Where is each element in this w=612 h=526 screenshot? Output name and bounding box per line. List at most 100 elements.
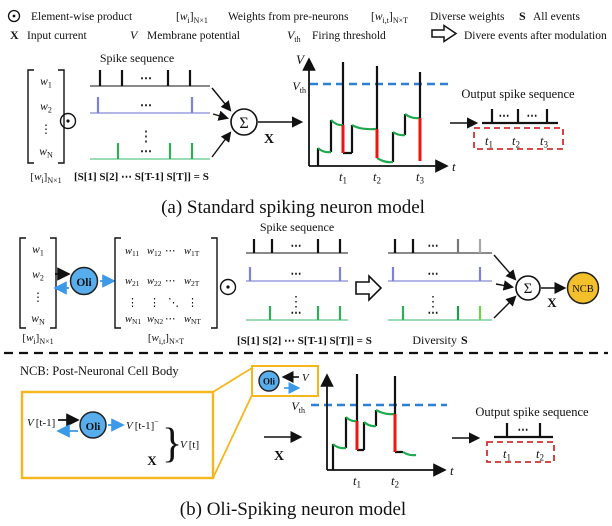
vector-entry: w1 [40, 76, 52, 90]
diversity-label: Diversity S [412, 333, 468, 347]
summation-node-b: Σ [515, 275, 541, 301]
element-wise-product-icon-a [59, 112, 77, 130]
matrix-cell: wNT [184, 314, 201, 326]
v-label-inset: V [302, 372, 310, 384]
ncb-label: NCB [572, 284, 594, 295]
vth-label-b: Vth [291, 399, 305, 415]
oli-inset-contents: Oli V [258, 370, 310, 394]
t1-label-a: t1 [339, 170, 347, 186]
v-prev-minus-label: V [t-1]− [126, 417, 159, 432]
t-axis-label-a: t [452, 159, 456, 174]
v-prev-label: V [t-1] [27, 417, 55, 429]
zoom-line-top [212, 367, 253, 393]
brace: } [162, 421, 182, 467]
oli-label: Oli [86, 421, 101, 433]
caption-b: (b) Oli-Spiking neuron model [180, 499, 406, 520]
vector-entry: w1 [32, 244, 44, 258]
vertical-dots-b: ⋮ [289, 295, 303, 310]
dots: ⋯ [291, 268, 302, 280]
output-times-box-b [486, 441, 555, 463]
dots: ⋯ [428, 307, 439, 319]
dots: ⋯ [140, 71, 152, 85]
legend-label-diverse: Diverse weights [430, 11, 505, 23]
matrix-cell: wN1 [125, 314, 141, 326]
t2-out-b: t2 [536, 447, 544, 463]
oli-label: Oli [76, 277, 92, 289]
t-axis-label-b: t [450, 463, 454, 478]
matrix-cell: w1T [184, 246, 200, 258]
x-symbol-legend: X [10, 28, 19, 42]
membrane-plot-a: V t Vth t1 t2 t3 [292, 52, 456, 186]
arrows-to-sum-b [493, 254, 517, 319]
panel-b-top: w1 w2 ⋮ wN [wi]N×1 Oli w11 w12 ⋯ w1T w21… [19, 220, 600, 347]
matrix-cell: w11 [125, 246, 139, 258]
matrix-cell: w12 [147, 246, 162, 258]
x-label-b-top: X [547, 295, 557, 310]
vector-entry: wN [31, 313, 45, 327]
x-label-a: X [264, 132, 274, 147]
legend-label-divere: Divere events after modulation [464, 30, 607, 42]
ncb-note: NCB: Post-Neuronal Cell Body [20, 364, 179, 378]
oli-label: Oli [263, 377, 276, 387]
caption-a: (a) Standard spiking neuron model [161, 197, 425, 218]
matrix-cell-dots: ⋮ [127, 297, 138, 309]
dots: ⋯ [140, 144, 152, 158]
element-wise-product-icon-b [219, 278, 237, 296]
dots: ⋯ [518, 424, 529, 436]
spike-formula-a: [S[1] S[2] ⋯ S[T-1] S[T]] = S [74, 171, 209, 183]
dots: ⋯ [140, 98, 152, 112]
membrane-trace-black-b [331, 374, 403, 470]
diversity-train-row1: ⋯ [388, 239, 492, 254]
oli-node-inset [258, 370, 280, 392]
spike-sequence-label-b: Spike sequence [260, 220, 334, 234]
matrix-cell: wN2 [147, 314, 163, 326]
modulation-arrow-icon [355, 274, 383, 302]
dots: ⋯ [428, 240, 439, 252]
vector-label-a: [wi]N×1 [30, 171, 61, 185]
dots: ⋯ [527, 110, 538, 122]
panel-a: w1 w2 ⋮ wN [wi]N×1 Spike sequence ⋯ ⋯ ⋮ … [27, 51, 575, 218]
matrix-label-b: [wi,t]N×T [148, 332, 184, 346]
vector-entry-dots: ⋮ [32, 290, 44, 304]
oli-inset-box [251, 365, 319, 397]
matrix-cell-dots: ⋯ [165, 246, 176, 257]
diversity-train-row3: ⋯ [388, 306, 492, 321]
vector-entry-dots: ⋮ [40, 122, 52, 136]
t2-label-b: t2 [391, 474, 399, 490]
dots: ⋯ [428, 268, 439, 280]
ncb-detail-box [20, 390, 215, 480]
t3-out-a: t3 [540, 134, 548, 150]
spike-train-a-row1: ⋯ [90, 70, 210, 87]
vth-symbol-legend: Vth [287, 28, 301, 44]
panel-b-bottom: NCB: Post-Neuronal Cell Body V [t-1] Oli … [20, 364, 589, 520]
weight-matrix-b: w11 w12 ⋯ w1T w21 w22 ⋯ w2T ⋮ ⋮ ⋱ ⋮ wN1 … [114, 237, 218, 329]
vector-entry: w2 [32, 269, 44, 283]
legend-label-input: Input current [27, 30, 88, 42]
spike-train-a-row2: ⋯ [90, 97, 210, 114]
legend: Element-wise product [wi]N×1 Weights fro… [7, 9, 607, 44]
ncb-node: NCB [566, 271, 600, 305]
matrix-cell-dots: ⋯ [165, 276, 176, 287]
spike-train-b-row3: ⋯ [246, 306, 348, 321]
spike-formula-b: [S[1] S[2] ⋯ S[T-1] S[T]] = S [237, 335, 372, 347]
dots: ⋯ [291, 307, 302, 319]
sigma-symbol: Σ [239, 115, 248, 132]
t2-label-a: t2 [373, 170, 381, 186]
x-label-detail: X [147, 453, 157, 468]
membrane-decay-green-b [332, 409, 417, 457]
spike-sequence-label-a: Spike sequence [100, 51, 174, 65]
summation-node-a: Σ [230, 108, 258, 136]
membrane-trace-black-a [316, 62, 422, 166]
t3-label-a: t3 [416, 170, 424, 186]
v-axis-label-a: V [296, 52, 306, 67]
membrane-plot-b: Vth X t t1 t2 [264, 373, 454, 490]
spike-train-b-row1: ⋯ [246, 239, 348, 254]
element-wise-product-icon [7, 9, 21, 23]
matrix-cell-dots: ⋱ [168, 297, 179, 309]
oli-node-detail [79, 411, 107, 439]
vth-label-a: Vth [292, 79, 306, 95]
vertical-dots-a: ⋮ [139, 129, 154, 145]
dots: ⋯ [291, 240, 302, 252]
